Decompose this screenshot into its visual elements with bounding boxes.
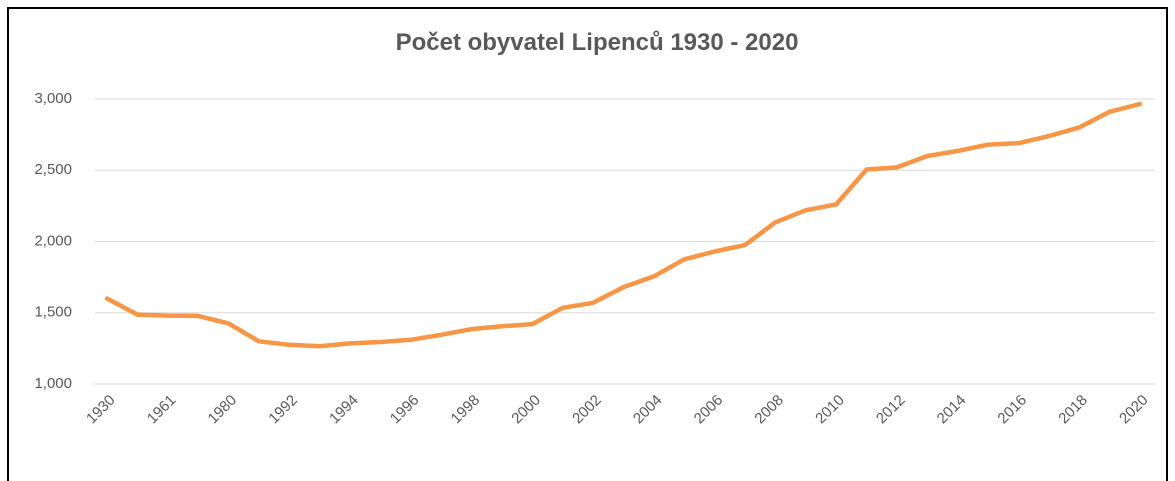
x-tick-label: 2014 bbox=[934, 392, 970, 428]
x-tick-label: 1961 bbox=[144, 392, 180, 428]
x-tick-label: 2012 bbox=[873, 392, 909, 428]
x-tick-label: 1996 bbox=[387, 392, 423, 428]
x-tick-label: 2010 bbox=[812, 392, 848, 428]
x-tick-label: 2006 bbox=[691, 392, 727, 428]
x-tick-label: 2018 bbox=[1055, 392, 1091, 428]
x-tick-label: 2020 bbox=[1116, 392, 1152, 428]
x-tick-label: 1980 bbox=[205, 392, 241, 428]
x-tick-label: 1998 bbox=[448, 392, 484, 428]
y-tick-label: 2,000 bbox=[34, 232, 72, 249]
x-tick-label: 2016 bbox=[994, 392, 1030, 428]
x-tick-label: 1992 bbox=[265, 392, 301, 428]
x-tick-label: 1930 bbox=[83, 392, 119, 428]
x-tick-label: 2000 bbox=[508, 392, 544, 428]
x-tick-label: 1994 bbox=[326, 392, 362, 428]
data-line bbox=[104, 101, 1143, 349]
y-tick-label: 3,000 bbox=[34, 90, 72, 107]
chart-title: Počet obyvatel Lipenců 1930 - 2020 bbox=[396, 29, 799, 56]
y-tick-label: 2,500 bbox=[34, 161, 72, 178]
x-tick-label: 2004 bbox=[630, 392, 666, 428]
x-tick-label: 2008 bbox=[751, 392, 787, 428]
y-tick-label: 1,500 bbox=[34, 304, 72, 321]
chart-frame bbox=[7, 7, 1168, 481]
y-tick-label: 1,000 bbox=[34, 375, 72, 392]
x-tick-label: 2002 bbox=[569, 392, 605, 428]
